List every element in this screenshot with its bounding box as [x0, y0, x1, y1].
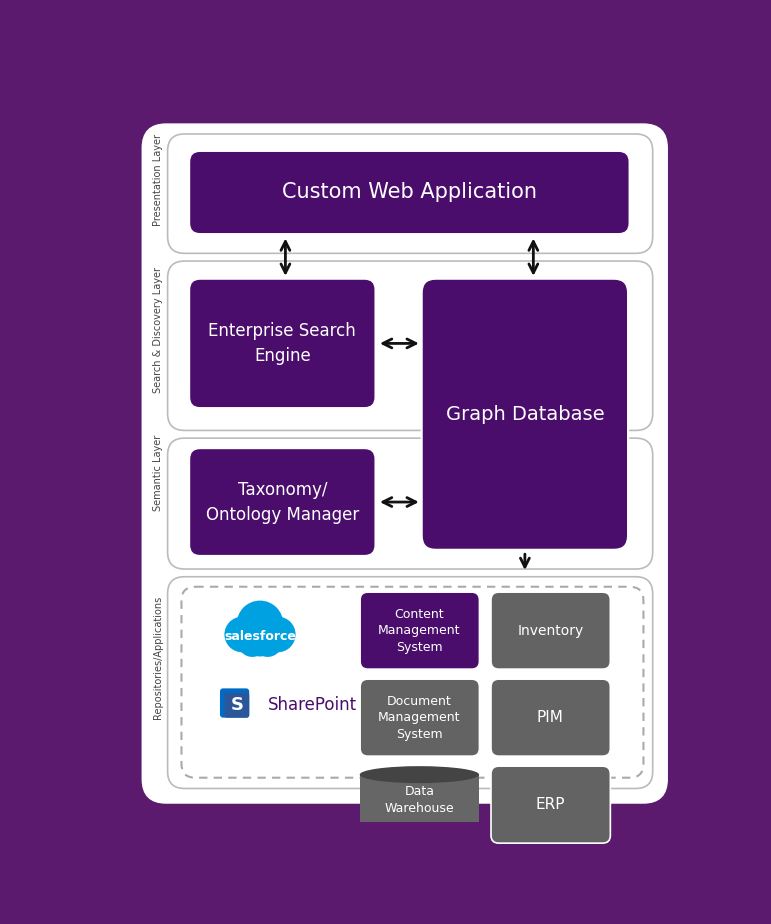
FancyBboxPatch shape: [189, 151, 630, 234]
Text: Document
Management
System: Document Management System: [378, 695, 460, 741]
FancyBboxPatch shape: [491, 592, 611, 669]
Text: Data
Warehouse: Data Warehouse: [385, 785, 454, 815]
Text: Search & Discovery Layer: Search & Discovery Layer: [153, 267, 163, 394]
Text: Semantic Layer: Semantic Layer: [153, 434, 163, 511]
Text: Graph Database: Graph Database: [446, 405, 604, 424]
Text: PIM: PIM: [537, 711, 564, 725]
FancyBboxPatch shape: [224, 693, 249, 718]
Text: ERP: ERP: [536, 797, 565, 812]
Circle shape: [247, 631, 273, 656]
Text: Enterprise Search
Engine: Enterprise Search Engine: [208, 322, 356, 365]
Text: S: S: [231, 696, 244, 713]
Text: Inventory: Inventory: [517, 624, 584, 638]
Circle shape: [224, 616, 260, 652]
Ellipse shape: [360, 826, 479, 844]
FancyBboxPatch shape: [167, 261, 653, 431]
FancyBboxPatch shape: [220, 688, 249, 718]
FancyBboxPatch shape: [189, 448, 375, 556]
Circle shape: [260, 616, 295, 652]
FancyBboxPatch shape: [167, 134, 653, 253]
FancyBboxPatch shape: [167, 438, 653, 569]
FancyBboxPatch shape: [360, 592, 480, 669]
Text: Content
Management
System: Content Management System: [378, 608, 460, 653]
Circle shape: [237, 627, 268, 657]
Text: SharePoint: SharePoint: [268, 696, 357, 713]
FancyBboxPatch shape: [422, 279, 628, 550]
FancyBboxPatch shape: [143, 125, 667, 802]
Circle shape: [237, 601, 283, 647]
Text: Taxonomy/
Ontology Manager: Taxonomy/ Ontology Manager: [206, 480, 359, 524]
Text: Repositories/Applications: Repositories/Applications: [153, 596, 163, 719]
FancyBboxPatch shape: [360, 679, 480, 756]
Polygon shape: [360, 774, 479, 834]
FancyBboxPatch shape: [491, 766, 611, 843]
FancyBboxPatch shape: [181, 587, 644, 778]
Text: Presentation Layer: Presentation Layer: [153, 134, 163, 226]
Ellipse shape: [360, 766, 479, 784]
FancyBboxPatch shape: [189, 279, 375, 408]
Text: salesforce: salesforce: [224, 630, 296, 643]
FancyBboxPatch shape: [167, 577, 653, 788]
FancyBboxPatch shape: [491, 679, 611, 756]
Text: Custom Web Application: Custom Web Application: [282, 183, 537, 202]
Circle shape: [253, 627, 282, 657]
